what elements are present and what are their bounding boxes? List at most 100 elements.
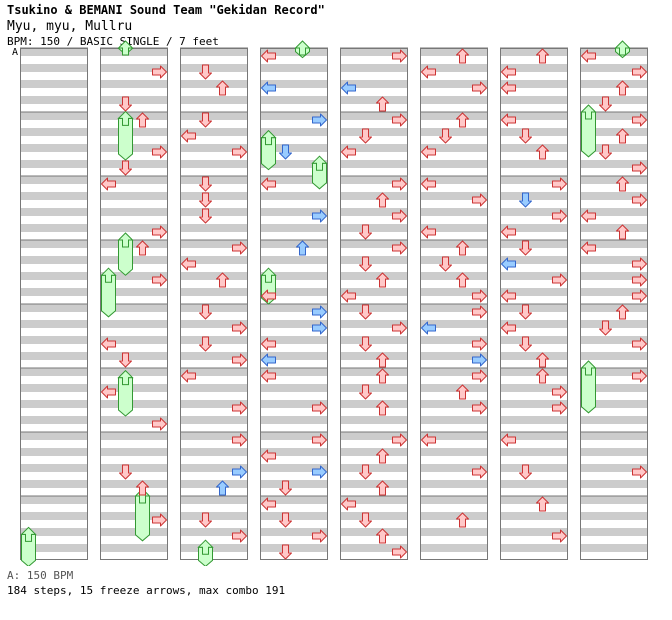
up-arrow-icon <box>136 480 149 496</box>
column-border <box>420 48 488 560</box>
beat-stripe <box>100 80 168 88</box>
beat-stripe <box>20 336 88 344</box>
right-arrow-icon <box>232 465 247 479</box>
down-arrow-icon <box>359 336 372 352</box>
up-arrow-icon <box>456 512 469 528</box>
beat-stripe <box>500 160 568 168</box>
beat-stripe <box>260 400 328 408</box>
beat-stripe <box>20 400 88 408</box>
right-arrow-icon <box>232 321 247 335</box>
left-arrow-icon <box>261 177 276 191</box>
right-arrow-icon <box>312 401 327 415</box>
beat-stripe <box>100 48 168 56</box>
freeze-arrow <box>117 110 134 161</box>
beat-stripe <box>500 112 568 120</box>
right-arrow-icon <box>152 513 167 527</box>
beat-stripe <box>340 240 408 248</box>
up-arrow-icon <box>616 304 629 320</box>
beat-stripe <box>20 432 88 440</box>
beat-stripe <box>420 320 488 328</box>
beat-stripe <box>500 304 568 312</box>
beat-stripe <box>580 144 648 152</box>
up-arrow-icon <box>536 368 549 384</box>
freeze-head <box>294 40 311 56</box>
beat-stripe <box>340 400 408 408</box>
freeze-arrow <box>100 267 117 318</box>
up-arrow-icon <box>376 352 389 368</box>
beat-stripe <box>20 256 88 264</box>
beat-stripe <box>260 304 328 312</box>
beat-stripe <box>260 288 328 296</box>
beat-stripe <box>260 336 328 344</box>
up-arrow-icon <box>456 272 469 288</box>
beat-stripe <box>420 512 488 520</box>
up-arrow-icon <box>456 384 469 400</box>
beat-stripe <box>20 80 88 88</box>
down-arrow-icon <box>599 96 612 112</box>
beat-stripe <box>100 192 168 200</box>
down-arrow-icon <box>199 208 212 224</box>
beat-stripe <box>100 96 168 104</box>
beat-stripe <box>580 384 648 392</box>
beat-stripe <box>100 144 168 152</box>
beat-stripe <box>420 208 488 216</box>
right-arrow-icon <box>632 337 647 351</box>
down-arrow-icon <box>119 352 132 368</box>
beat-stripe <box>260 240 328 248</box>
up-arrow-icon <box>376 400 389 416</box>
up-arrow-icon <box>616 224 629 240</box>
beat-stripe <box>500 128 568 136</box>
beat-stripe <box>500 288 568 296</box>
down-arrow-icon <box>519 304 532 320</box>
left-arrow-icon <box>341 497 356 511</box>
chart-column <box>420 47 488 560</box>
beat-stripe <box>580 448 648 456</box>
beat-stripe <box>420 240 488 248</box>
song-artist-title: Tsukino & BEMANI Sound Team "Gekidan Rec… <box>7 3 325 17</box>
beat-stripe <box>20 528 88 536</box>
beat-stripe <box>100 416 168 424</box>
right-arrow-icon <box>312 529 327 543</box>
right-arrow-icon <box>632 161 647 175</box>
beat-stripe <box>580 352 648 360</box>
beat-stripe <box>420 48 488 56</box>
beat-stripe <box>20 288 88 296</box>
down-arrow-icon <box>199 512 212 528</box>
left-arrow-icon <box>501 225 516 239</box>
beat-stripe <box>340 448 408 456</box>
beat-stripe <box>180 224 248 232</box>
beat-stripe <box>420 368 488 376</box>
beat-stripe <box>340 160 408 168</box>
beat-stripe <box>420 176 488 184</box>
beat-stripe <box>340 352 408 360</box>
left-arrow-icon <box>501 113 516 127</box>
right-arrow-icon <box>232 529 247 543</box>
beat-stripe <box>340 112 408 120</box>
left-arrow-icon <box>341 81 356 95</box>
beat-stripe <box>260 480 328 488</box>
beat-stripe <box>180 368 248 376</box>
beat-stripe <box>180 480 248 488</box>
down-arrow-icon <box>519 192 532 208</box>
beat-stripe <box>580 480 648 488</box>
beat-stripe <box>100 544 168 552</box>
beat-stripe <box>580 256 648 264</box>
chart-column <box>260 47 328 560</box>
down-arrow-icon <box>439 128 452 144</box>
beat-stripe <box>100 528 168 536</box>
left-arrow-icon <box>501 433 516 447</box>
freeze-arrow <box>117 232 134 276</box>
beat-stripe <box>580 64 648 72</box>
beat-stripe <box>100 64 168 72</box>
beat-stripe <box>580 240 648 248</box>
freeze-head <box>117 110 134 126</box>
chart-column <box>500 47 568 560</box>
freeze-head <box>311 155 328 171</box>
left-arrow-icon <box>181 129 196 143</box>
left-arrow-icon <box>261 289 276 303</box>
beat-stripe <box>100 272 168 280</box>
beat-stripe <box>20 352 88 360</box>
beat-stripe <box>180 336 248 344</box>
freeze-arrow <box>614 40 631 59</box>
left-arrow-icon <box>501 289 516 303</box>
